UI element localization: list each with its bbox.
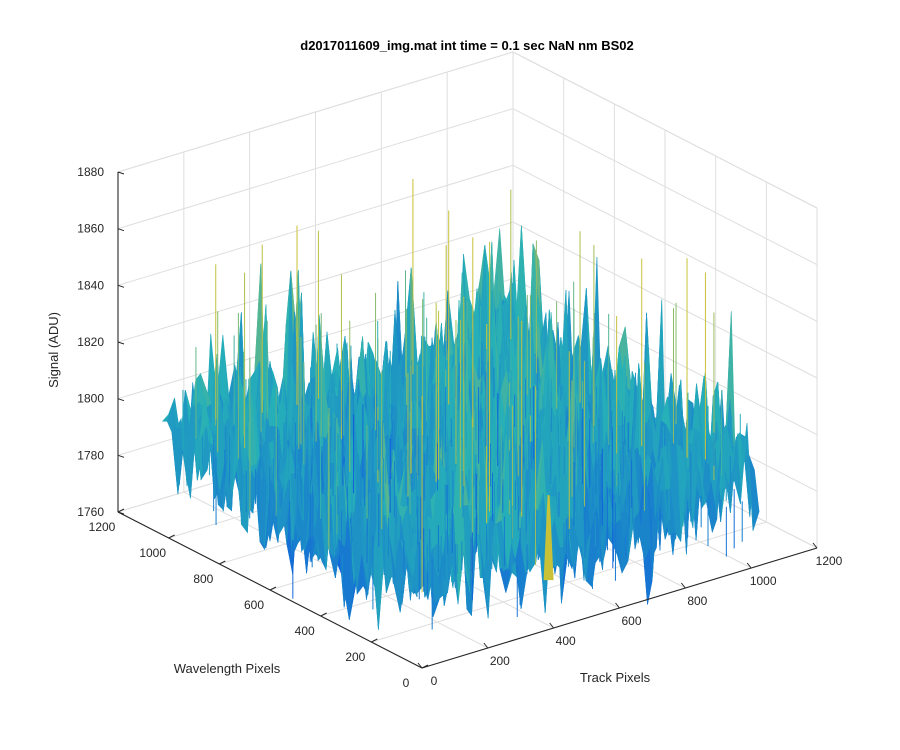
y-axis-label: Wavelength Pixels xyxy=(174,661,281,676)
z-tick-label: 1880 xyxy=(77,165,104,179)
z-tick-label: 1860 xyxy=(77,222,104,236)
grid-line xyxy=(512,164,818,322)
signal-spike xyxy=(543,495,554,581)
grid-line xyxy=(117,164,514,286)
tick-mark xyxy=(615,602,620,609)
y-tick-label: 800 xyxy=(193,572,213,586)
chart-title: d2017011609_img.mat int time = 0.1 sec N… xyxy=(300,38,633,53)
tick-mark xyxy=(746,562,752,569)
x-tick-label: 800 xyxy=(687,594,707,608)
x-tick-label: 600 xyxy=(621,614,641,628)
tick-mark xyxy=(168,534,175,539)
tick-mark xyxy=(320,612,327,617)
x-tick-label: 400 xyxy=(556,634,576,648)
tick-mark xyxy=(117,511,125,515)
z-tick-label: 1820 xyxy=(77,335,104,349)
tick-mark xyxy=(421,664,429,669)
tick-mark xyxy=(117,454,125,458)
box-edge xyxy=(512,51,818,209)
tick-mark xyxy=(117,228,125,232)
tick-mark xyxy=(117,171,125,175)
y-tick-label: 400 xyxy=(295,624,315,638)
x-tick-label: 1200 xyxy=(816,554,843,568)
grid-line xyxy=(512,221,818,379)
y-tick-label: 1000 xyxy=(139,546,166,560)
tick-mark xyxy=(219,560,226,565)
grid-line xyxy=(117,221,514,343)
tick-mark xyxy=(371,638,378,643)
surface-mesh xyxy=(161,179,760,630)
grid-line xyxy=(117,108,514,230)
tick-mark xyxy=(417,662,423,669)
y-tick-label: 1200 xyxy=(89,520,116,534)
z-tick-label: 1780 xyxy=(77,448,104,462)
tick-mark xyxy=(117,341,125,345)
z-tick-label: 1760 xyxy=(77,505,104,519)
x-tick-label: 0 xyxy=(431,674,438,688)
tick-mark xyxy=(117,508,125,513)
y-tick-label: 200 xyxy=(345,650,365,664)
grid-line xyxy=(371,521,767,643)
tick-mark xyxy=(812,542,818,549)
tick-mark xyxy=(549,622,555,629)
y-tick-label: 0 xyxy=(403,676,410,690)
tick-mark xyxy=(117,398,125,402)
x-tick-label: 1000 xyxy=(750,574,777,588)
tick-mark xyxy=(483,642,489,649)
tick-labels: 0 200 400 600 800 1000 1200 0 200 400 600 800 1000 12… xyxy=(77,165,842,690)
z-tick-label: 1800 xyxy=(77,392,104,406)
grid-line xyxy=(512,108,818,266)
x-axis-label: Track Pixels xyxy=(580,670,651,685)
tick-marks xyxy=(117,171,818,669)
y-tick-label: 600 xyxy=(244,598,264,612)
tick-mark xyxy=(117,284,125,288)
z-axis-label: Signal (ADU) xyxy=(46,312,61,388)
x-tick-label: 200 xyxy=(490,654,510,668)
z-tick-label: 1840 xyxy=(77,278,104,292)
box-edge xyxy=(117,51,514,173)
tick-mark xyxy=(680,582,686,589)
grid-line xyxy=(512,278,818,436)
tick-mark xyxy=(269,586,277,591)
